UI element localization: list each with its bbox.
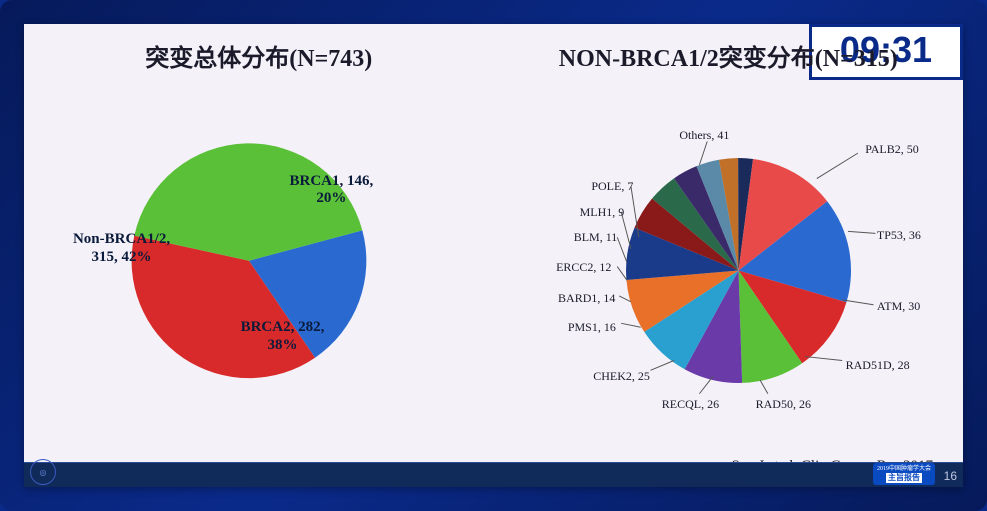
pie-label-chek2: CHEK2, 25	[593, 370, 650, 384]
pie-label-pms1: PMS1, 16	[568, 321, 616, 335]
pie-label-non-brca1-2: Non-BRCA1/2, 315, 42%	[73, 231, 170, 266]
title-right: NON-BRCA1/2突变分布(N=315)	[494, 38, 964, 86]
title-left: 突变总体分布(N=743)	[24, 38, 494, 86]
pie-label-rad51d: RAD51D, 28	[846, 359, 910, 373]
pie-label-palb2: PALB2, 50	[865, 143, 919, 157]
conference-logo-icon: ◎	[30, 459, 56, 485]
titles-row: 突变总体分布(N=743) NON-BRCA1/2突变分布(N=315)	[24, 38, 963, 86]
page-number: 16	[944, 469, 957, 483]
pie-label-ercc2: ERCC2, 12	[556, 261, 611, 275]
slide: 09:31 突变总体分布(N=743) NON-BRCA1/2突变分布(N=31…	[24, 24, 963, 487]
footer-bar: ◎ 2019中国肿瘤学大会 主旨报告 16	[24, 462, 963, 487]
pie-label-mlh1: MLH1, 9	[580, 206, 625, 220]
conference-badge: 2019中国肿瘤学大会 主旨报告	[873, 463, 935, 485]
pie-label-rad50: RAD50, 26	[756, 398, 811, 412]
right-pie-chart: PALB2, 50 TP53, 36 ATM, 30 RAD51D, 28 RAD50,…	[494, 104, 964, 437]
pie-label-pole: POLE, 7	[591, 180, 633, 194]
pie-label-tp53: TP53, 36	[877, 229, 921, 243]
charts-row: BRCA1, 146, 20% BRCA2, 282, 38% Non-BRCA1/…	[24, 104, 963, 437]
pie-label-others: Others, 41	[679, 129, 729, 143]
pie-label-recql: RECQL, 26	[662, 398, 719, 412]
pie-label-atm: ATM, 30	[877, 300, 920, 314]
pie-label-bard1: BARD1, 14	[558, 292, 615, 306]
badge-line2: 主旨报告	[886, 473, 922, 483]
pie-label-brca1: BRCA1, 146, 20%	[289, 173, 373, 208]
pie-label-brca2: BRCA2, 282, 38%	[241, 319, 325, 354]
pie-label-blm: BLM, 11	[574, 231, 618, 245]
badge-line1: 2019中国肿瘤学大会	[877, 466, 931, 472]
left-pie-chart: BRCA1, 146, 20% BRCA2, 282, 38% Non-BRCA1/…	[24, 104, 494, 437]
